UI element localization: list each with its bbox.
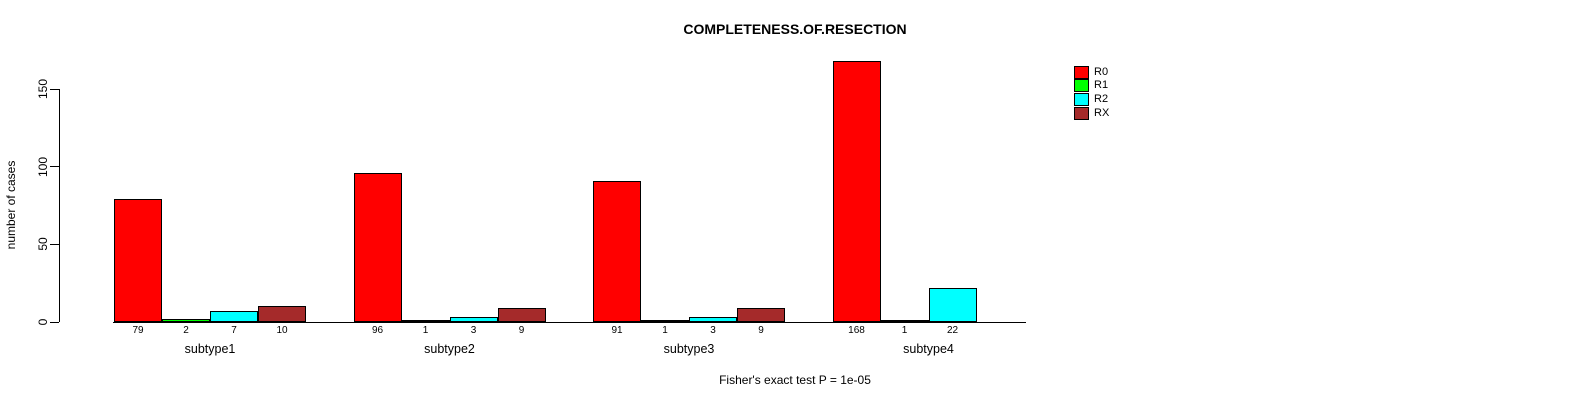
bar-rx-subtype1 (258, 306, 306, 322)
bar-value-label: 1 (901, 325, 908, 336)
bar-value-label: 96 (371, 325, 384, 336)
y-axis-tick (50, 88, 59, 90)
bar-r1-subtype1 (162, 318, 210, 322)
legend-swatch-icon (1074, 65, 1089, 79)
bar-value-label: 1 (662, 325, 668, 336)
bar-value-label: 9 (758, 325, 764, 336)
y-axis-tick-label: 150 (36, 79, 50, 100)
y-axis-line (58, 89, 60, 322)
bar-value-label: 7 (231, 325, 237, 336)
stat-test-note: Fisher's exact test P = 1e-05 (719, 373, 871, 387)
y-axis-tick-label: 50 (36, 237, 50, 252)
y-axis-title: number of cases (4, 160, 18, 250)
legend-label: R0 (1094, 65, 1109, 78)
legend-swatch-icon (1074, 92, 1089, 106)
legend-label: R1 (1094, 79, 1109, 92)
bar-value-label: 91 (611, 325, 623, 336)
y-axis-tick (50, 321, 59, 323)
bar-r2-subtype1 (210, 311, 258, 322)
bar-r2-subtype3 (689, 317, 737, 322)
category-label-subtype1: subtype1 (184, 342, 236, 356)
legend-item-r0: R0 (1074, 65, 1109, 79)
bar-rx-subtype2 (497, 308, 546, 322)
bar-value-label: 2 (183, 325, 189, 336)
bar-r1-subtype4 (880, 320, 929, 322)
bar-r1-subtype3 (641, 320, 689, 322)
y-axis-tick-label: 100 (36, 156, 50, 177)
y-axis-tick-label: 0 (36, 318, 50, 326)
legend-label: R2 (1094, 92, 1109, 105)
legend-item-rx: RX (1074, 106, 1110, 120)
bar-r0-subtype4 (832, 61, 881, 322)
chart-title: COMPLETENESS.OF.RESECTION (683, 21, 907, 37)
bar-value-label: 168 (848, 325, 865, 336)
category-label-subtype2: subtype2 (424, 342, 475, 356)
bar-r0-subtype3 (593, 180, 641, 322)
bar-r2-subtype4 (928, 287, 977, 322)
x-axis-baseline (113, 321, 1026, 323)
y-axis-tick (50, 243, 59, 245)
bar-r1-subtype2 (401, 320, 450, 322)
bar-value-label: 1 (422, 325, 429, 336)
bar-value-label: 9 (518, 325, 525, 336)
legend-item-r1: R1 (1074, 79, 1109, 93)
bar-value-label: 3 (710, 325, 716, 336)
legend-label: RX (1094, 106, 1110, 119)
bar-r2-subtype2 (449, 317, 498, 322)
bar-r0-subtype2 (353, 173, 402, 322)
bar-r0-subtype1 (114, 199, 162, 322)
bar-rx-subtype3 (737, 308, 785, 322)
legend: R0 R1 R2 RX (1074, 65, 1110, 121)
legend-swatch-icon (1074, 106, 1089, 120)
bar-value-label: 3 (470, 325, 477, 336)
bar-value-label: 22 (946, 325, 959, 336)
y-axis-tick (50, 166, 59, 168)
bar-value-label: 79 (132, 325, 144, 336)
bar-value-label: 10 (276, 325, 288, 336)
category-label-subtype3: subtype3 (663, 342, 715, 356)
legend-item-r2: R2 (1074, 92, 1109, 106)
legend-swatch-icon (1074, 79, 1089, 93)
category-label-subtype4: subtype4 (903, 342, 954, 356)
